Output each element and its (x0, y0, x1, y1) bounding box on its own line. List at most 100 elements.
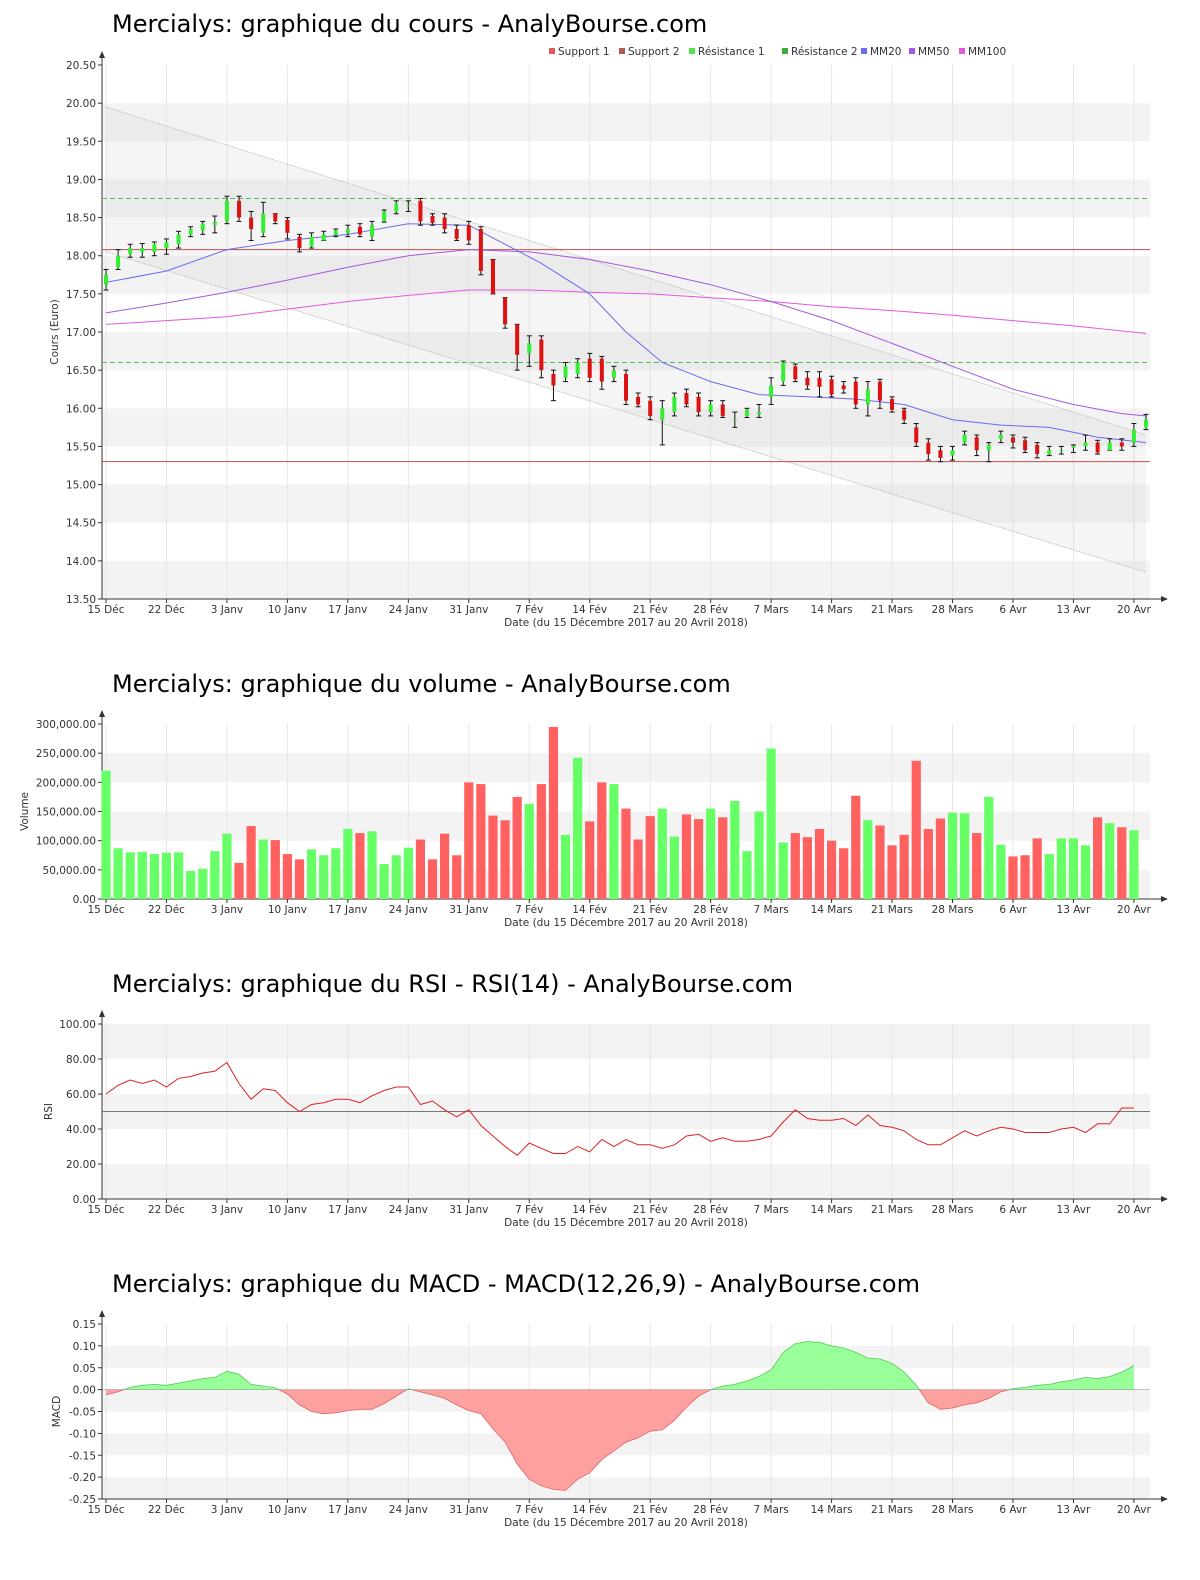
candle (683, 388, 689, 408)
candle-body (696, 396, 701, 413)
x-tick-label: 7 Mars (753, 1504, 788, 1516)
candle-body (539, 339, 544, 371)
y-axis-arrow (99, 710, 105, 717)
x-tick-label: 10 Janv (268, 604, 307, 616)
mm50-line (105, 249, 1147, 417)
candle-body (1023, 440, 1028, 451)
candle-body (793, 366, 798, 380)
candle-body (466, 225, 471, 241)
volume-bar (125, 852, 135, 899)
candle-body (249, 217, 254, 230)
y-axis-label: Cours (Euro) (49, 299, 61, 365)
candle (587, 352, 593, 383)
legend-swatch (689, 48, 695, 54)
y-tick-label: 14.50 (66, 518, 96, 530)
plot-band (102, 1477, 1150, 1499)
plot-band (102, 782, 1150, 812)
candle (538, 335, 544, 379)
x-tick-label: 7 Fév (515, 604, 543, 616)
plot-band (102, 1164, 1150, 1199)
volume-bar (391, 855, 401, 899)
candle-body (986, 444, 991, 451)
candle (272, 213, 278, 225)
candle (889, 396, 895, 413)
y-tick-label: 0.00 (73, 1385, 96, 1397)
candle-body (1095, 442, 1100, 453)
candle-body (140, 248, 145, 252)
volume-bar (996, 844, 1006, 899)
x-axis-arrow (1161, 896, 1168, 902)
candle-body (660, 408, 665, 420)
candle (780, 360, 786, 386)
candle (950, 445, 956, 461)
candle (1095, 439, 1101, 455)
x-tick-label: 17 Janv (328, 1204, 367, 1216)
candle-body (418, 200, 423, 222)
candle (417, 198, 423, 226)
candle (393, 200, 399, 215)
candle-body (636, 396, 641, 405)
candle (792, 363, 798, 383)
y-tick-label: 250,000.00 (36, 748, 96, 760)
y-tick-label: 40.00 (66, 1124, 96, 1136)
volume-bar (161, 852, 172, 899)
plot-band (102, 1024, 1150, 1059)
candle (345, 224, 351, 238)
candle (1131, 423, 1137, 447)
volume-bar (379, 864, 389, 899)
candle (1022, 436, 1028, 454)
candle (1143, 413, 1149, 431)
volume-bar (1032, 838, 1042, 899)
candle-body (345, 229, 350, 233)
plot-band (102, 522, 1150, 561)
candle-body (1144, 419, 1148, 428)
candle-body (442, 217, 447, 230)
candle (962, 430, 968, 446)
candle-body (478, 229, 483, 271)
volume-bar (222, 833, 232, 899)
volume-bar (814, 829, 825, 899)
x-tick-label: 24 Janv (389, 904, 428, 916)
candle (913, 423, 919, 447)
legend-swatch (959, 48, 965, 54)
x-tick-label: 21 Fév (633, 904, 668, 916)
candle-body (950, 450, 955, 456)
x-tick-label: 14 Mars (811, 1504, 853, 1516)
x-tick-label: 24 Janv (389, 1204, 428, 1216)
candle (1070, 444, 1076, 454)
x-tick-label: 3 Janv (211, 1504, 243, 1516)
x-tick-label: 31 Janv (449, 1204, 488, 1216)
x-axis-arrow (1161, 596, 1168, 602)
candle-body (672, 396, 677, 413)
macd-chart: -0.25 -0.20 -0.15 -0.10 -0.05 0.00 0.05 0.10 0.1… (51, 1310, 1168, 1529)
y-tick-label: 60.00 (66, 1089, 96, 1101)
volume-bar (657, 808, 667, 899)
rsi-line (105, 1061, 1134, 1156)
y-tick-label: 20.00 (66, 1159, 96, 1171)
candle (925, 438, 931, 461)
x-tick-label: 20 Avr (1117, 1204, 1151, 1216)
volume-bar (246, 826, 256, 899)
candle-body (382, 211, 387, 222)
volume-bar (355, 833, 365, 899)
candle-body (309, 236, 314, 247)
candle (623, 369, 629, 405)
y-axis-arrow (99, 51, 105, 58)
y-tick-label: 0.00 (73, 1194, 96, 1206)
x-tick-label: 7 Fév (515, 1204, 543, 1216)
x-tick-label: 6 Avr (999, 1504, 1027, 1516)
candle (1107, 438, 1113, 451)
y-tick-label: 20.50 (66, 60, 96, 72)
plot-band (102, 1345, 1150, 1368)
x-tick-label: 10 Janv (268, 1504, 307, 1516)
x-tick-label: 21 Mars (871, 604, 913, 616)
volume-bar (331, 848, 341, 899)
candle (816, 371, 822, 398)
x-tick-label: 13 Avr (1057, 604, 1091, 616)
volume-bar (560, 834, 571, 899)
y-axis-label: Volume (19, 792, 31, 831)
candle (1034, 442, 1040, 459)
candle (248, 210, 254, 241)
candle (974, 434, 980, 457)
candle-body (926, 442, 931, 455)
